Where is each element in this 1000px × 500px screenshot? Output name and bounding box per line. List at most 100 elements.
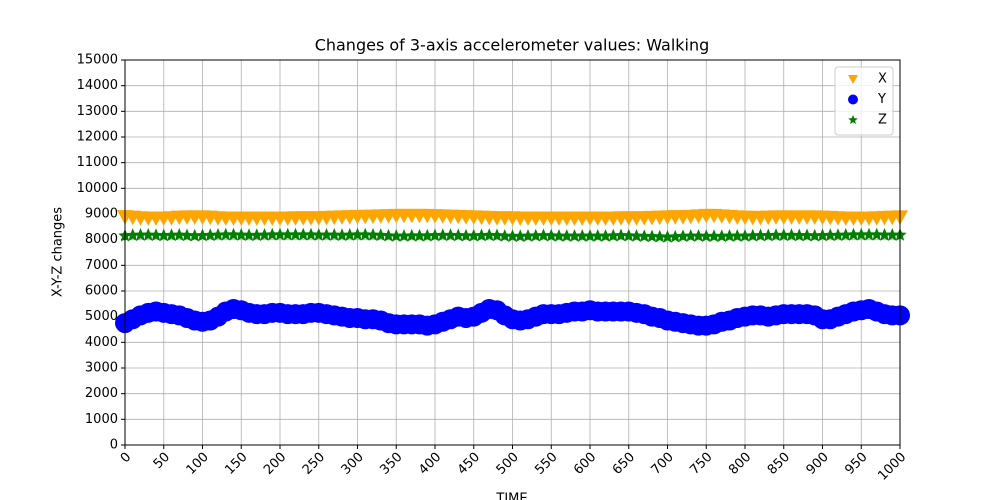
- y-axis-label: X-Y-Z changes: [51, 207, 66, 297]
- marker-star: [552, 229, 566, 242]
- marker-star: [831, 228, 845, 241]
- y-tick-label: 13000: [77, 104, 118, 119]
- grid: 0 1000 2000 3000 4000 5000 6000 7000 8000 9000 100…: [77, 53, 910, 484]
- marker-star: [792, 228, 806, 242]
- marker-star: [451, 228, 465, 242]
- marker-star: [591, 229, 605, 242]
- marker-star: [164, 228, 179, 241]
- marker-star: [691, 229, 706, 242]
- marks: [115, 208, 910, 336]
- marker-star: [877, 228, 892, 241]
- legend-label: X: [878, 72, 887, 87]
- marker-star: [296, 227, 310, 241]
- marker-star: [583, 229, 597, 242]
- marker-star: [319, 228, 334, 241]
- marker-star: [312, 228, 326, 241]
- marker-star: [730, 229, 744, 242]
- plot-frame: [124, 59, 901, 446]
- marker-star: [738, 229, 752, 242]
- marker-star: [498, 229, 512, 242]
- y-tick-label: 11000: [77, 155, 118, 170]
- marker-star: [467, 228, 481, 242]
- marker-star: [575, 229, 589, 242]
- marker-star: [870, 227, 884, 241]
- marker-star: [769, 228, 783, 241]
- marker-star: [250, 228, 264, 241]
- y-tick-label: 3000: [85, 361, 118, 376]
- marker-star: [203, 228, 217, 241]
- marker-star: [598, 229, 613, 242]
- marker-star: [257, 228, 272, 241]
- marker-star: [219, 227, 233, 241]
- marker-star: [474, 228, 489, 242]
- marker-star: [614, 228, 628, 242]
- marker-star: [412, 228, 427, 242]
- marker-star: [529, 228, 543, 242]
- legend-label: Z: [878, 113, 887, 128]
- marker-star: [746, 228, 760, 242]
- marker-star: [141, 228, 155, 241]
- marker-star: [668, 229, 682, 243]
- marker-star: [358, 227, 372, 241]
- marker-star: [188, 228, 202, 242]
- marker-star: [606, 228, 620, 242]
- marker-star: [327, 228, 341, 241]
- marker-star: [854, 227, 868, 241]
- marker-star: [567, 229, 582, 242]
- legend: XYZ: [834, 66, 894, 136]
- marker-star: [405, 228, 419, 242]
- marker-star: [172, 228, 186, 241]
- y-tick-label: 1000: [85, 412, 118, 427]
- marker-star: [281, 227, 295, 241]
- marker-star: [288, 227, 303, 241]
- marker-star: [133, 228, 148, 241]
- legend-label: Y: [877, 92, 886, 107]
- marker-star: [885, 228, 899, 241]
- marker-star: [389, 229, 403, 242]
- marker-star: [800, 228, 814, 242]
- marker-star: [684, 229, 698, 242]
- marker-star: [544, 228, 558, 242]
- marker-star: [660, 230, 675, 243]
- marker-star: [676, 229, 690, 242]
- y-tick-label: 8000: [85, 232, 118, 247]
- y-tick-label: 12000: [77, 130, 118, 145]
- marker-star: [381, 228, 396, 242]
- marker-star: [629, 229, 644, 242]
- legend-box: [834, 66, 894, 136]
- x-axis-label: TIME: [495, 492, 527, 500]
- marker-star: [862, 227, 876, 241]
- marker-star: [761, 228, 775, 242]
- marker-star: [637, 229, 651, 242]
- marker-star: [784, 228, 799, 241]
- marker-star: [335, 228, 349, 241]
- marker-star: [715, 229, 729, 242]
- marker-star: [753, 228, 768, 242]
- marker-star: [846, 227, 861, 241]
- marker-star: [157, 228, 171, 242]
- marker-star: [126, 228, 140, 241]
- marker-star: [722, 229, 737, 242]
- marker-star: [428, 228, 442, 242]
- y-tick-label: 9000: [85, 207, 118, 222]
- marker-star: [265, 227, 279, 241]
- y-tick-label: 0: [110, 438, 118, 453]
- y-tick-label: 6000: [85, 284, 118, 299]
- marker-star: [645, 229, 659, 243]
- y-tick-label: 2000: [85, 386, 118, 401]
- marker-star: [848, 115, 858, 125]
- marker-star: [343, 228, 357, 241]
- marker-star: [482, 228, 496, 241]
- marker-star: [653, 229, 667, 243]
- marker-star: [374, 228, 388, 241]
- y-tick-label: 14000: [77, 78, 118, 93]
- marker-star: [436, 228, 450, 241]
- marker-star: [226, 227, 241, 241]
- marker-star: [513, 229, 527, 242]
- marker-star: [242, 228, 256, 241]
- marker-star: [560, 229, 574, 242]
- marker-star: [149, 228, 163, 241]
- marker-circle: [848, 94, 858, 105]
